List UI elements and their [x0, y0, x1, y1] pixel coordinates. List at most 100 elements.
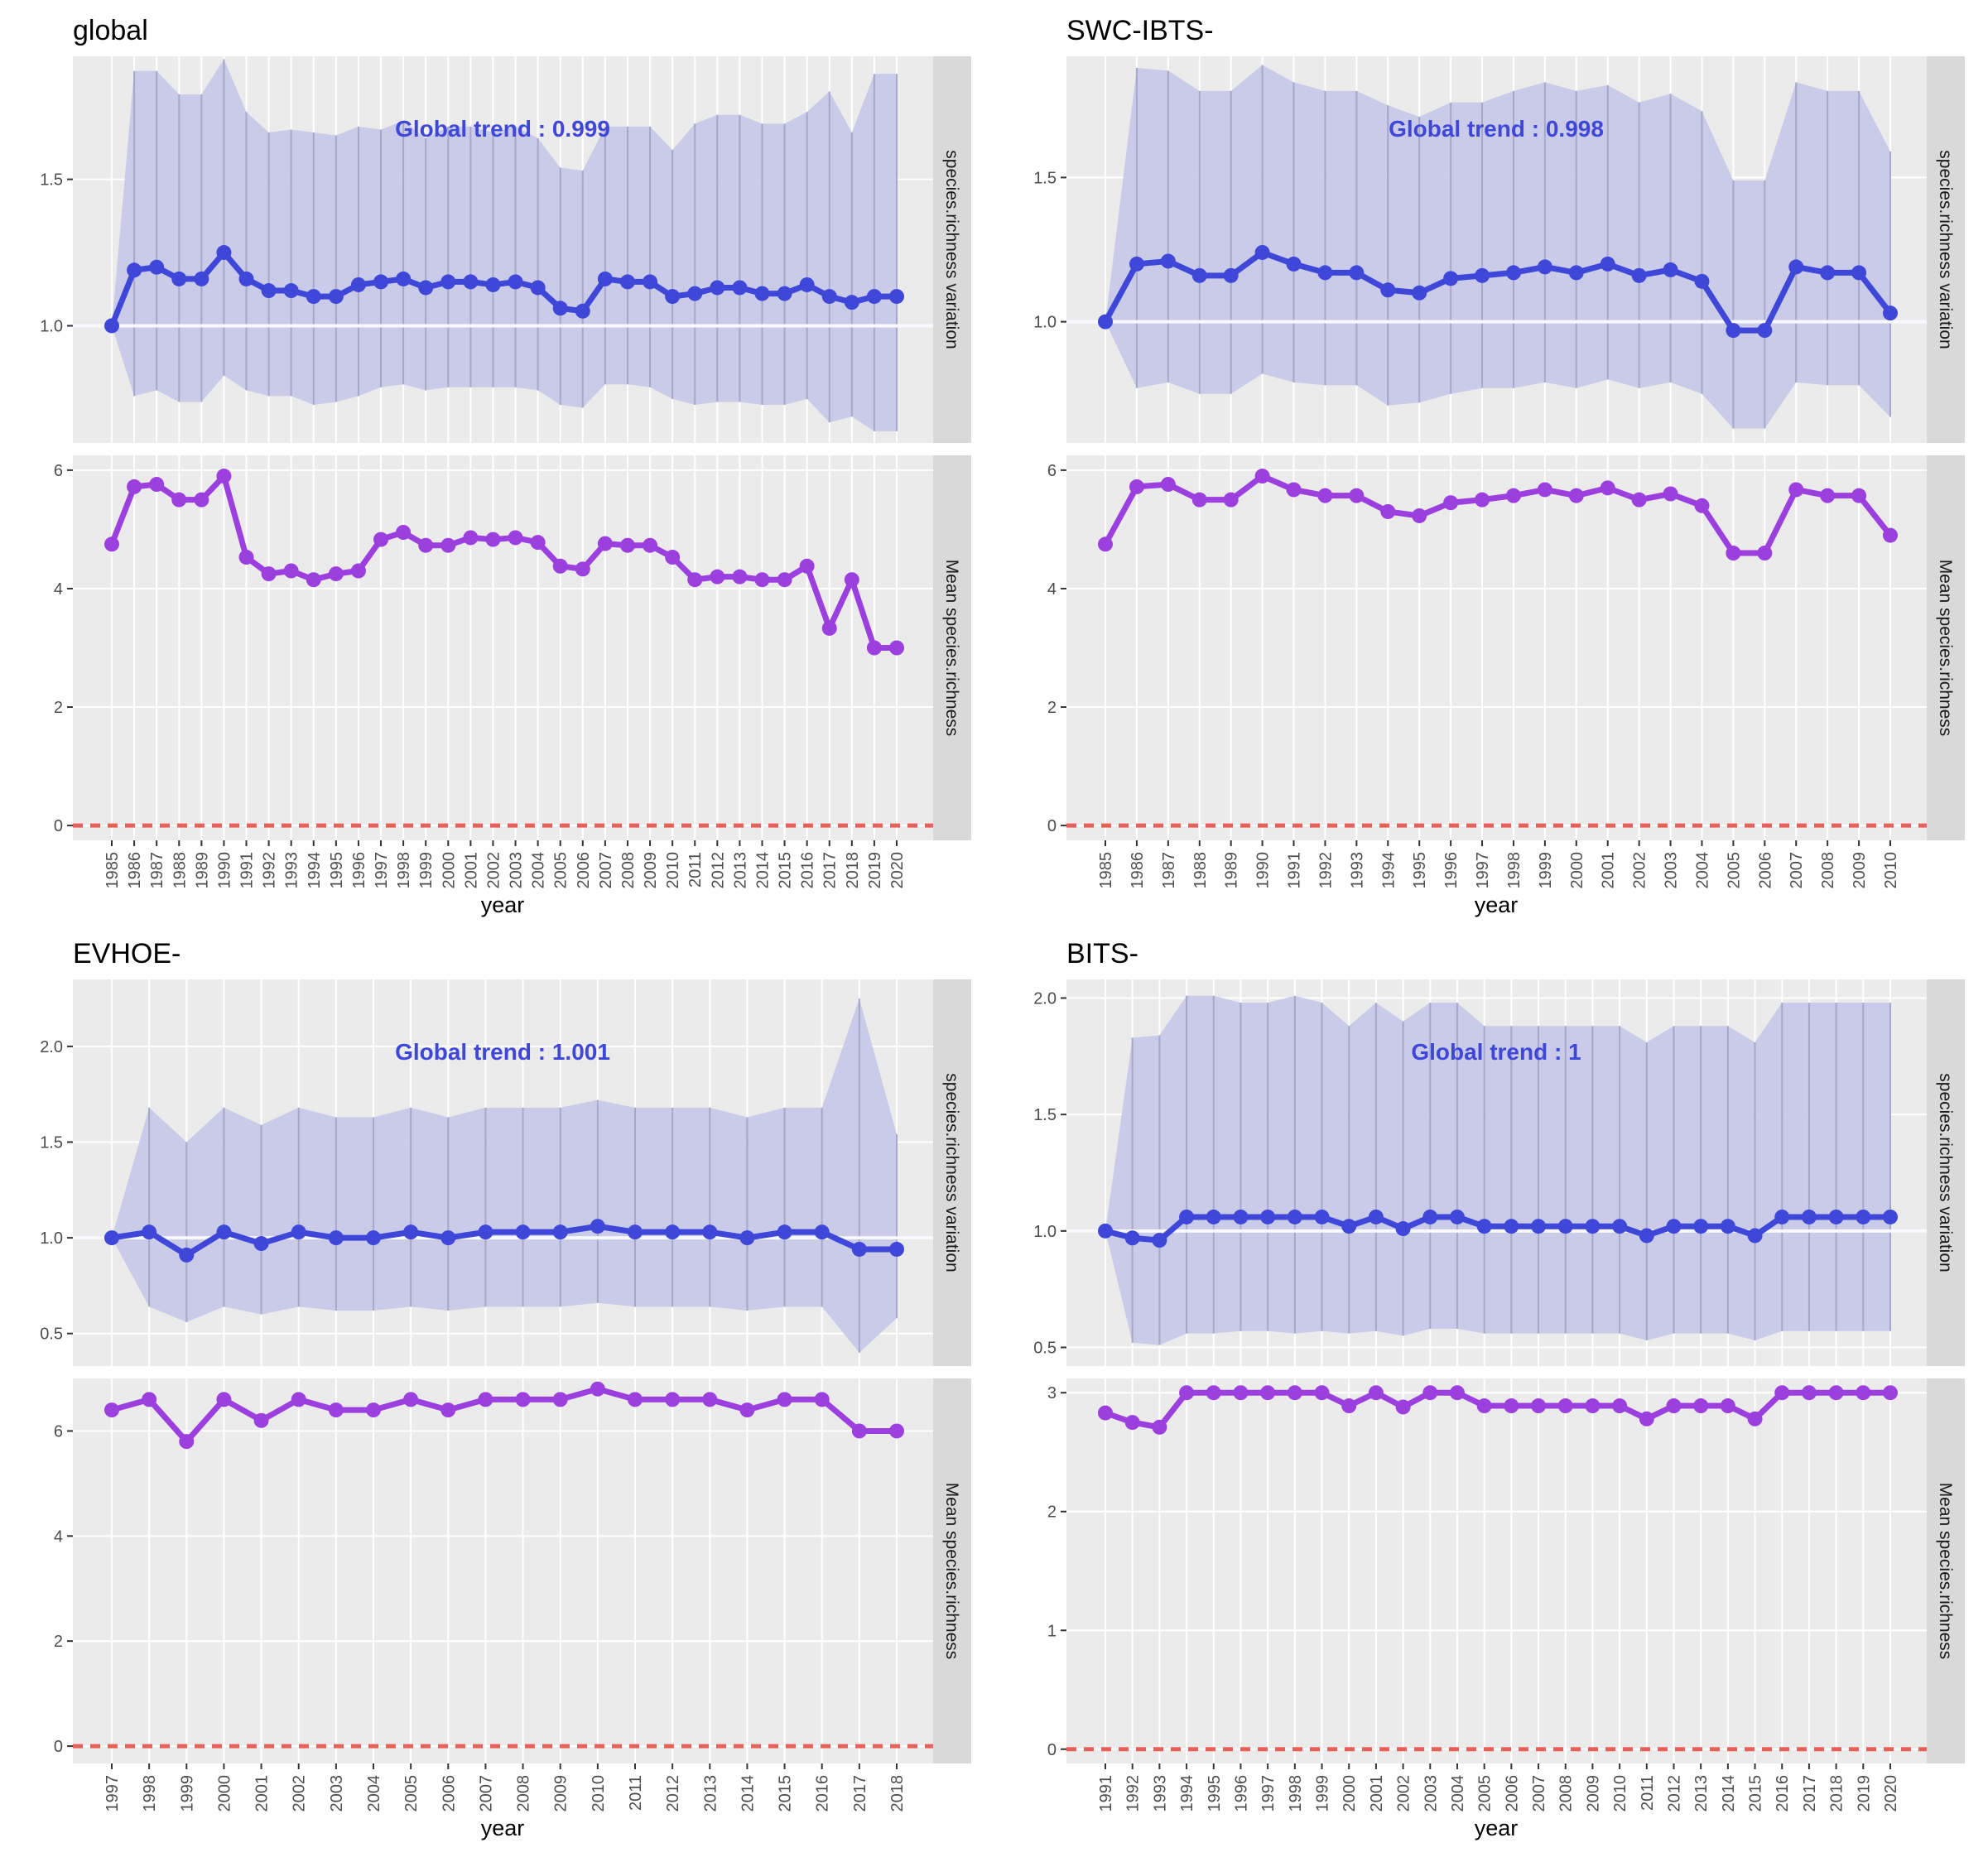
mean-data-point	[1666, 1398, 1682, 1414]
mean-data-point	[1600, 480, 1615, 496]
x-tick-label: 1988	[171, 852, 189, 889]
variation-data-point	[1254, 244, 1270, 260]
x-tick-label: 2020	[1882, 1775, 1900, 1812]
facet-strip	[1927, 56, 1965, 443]
variation-data-point	[702, 1224, 718, 1240]
variation-data-point	[1537, 259, 1552, 275]
x-tick-label: 1997	[103, 1775, 122, 1812]
variation-data-point	[1380, 282, 1396, 298]
mean-data-point	[851, 1423, 867, 1439]
mean-data-point	[216, 1392, 232, 1407]
mean-data-point	[575, 561, 590, 577]
variation-data-point	[1726, 323, 1741, 339]
x-tick-label: 1997	[373, 852, 391, 889]
x-tick-label: 2010	[1882, 852, 1900, 889]
variation-data-point	[463, 274, 479, 290]
chart-2: EVHOE- 0.5 1.0 1.5 2.0 Global trend : 1.001 sp…	[40, 938, 971, 1840]
x-tick-label: 1999	[1537, 852, 1555, 889]
x-tick-label: 2011	[686, 852, 705, 888]
x-tick-label: 2003	[1663, 852, 1681, 889]
mean-data-point	[306, 572, 321, 588]
variation-data-point	[1788, 259, 1804, 275]
facet-strip-label: species.richness variation	[942, 1073, 961, 1272]
mean-data-point	[478, 1392, 493, 1407]
x-tick-label: 2007	[1788, 852, 1806, 889]
mean-data-point	[1129, 479, 1144, 494]
variation-data-point	[1314, 1209, 1330, 1224]
mean-data-point	[328, 566, 344, 582]
mean-data-point	[1098, 1405, 1113, 1421]
x-tick-label: 1998	[141, 1775, 159, 1812]
mean-data-point	[1152, 1419, 1167, 1435]
y-tick-label: 2.0	[1033, 990, 1057, 1008]
variation-data-point	[1422, 1209, 1438, 1224]
mean-data-point	[739, 1402, 755, 1418]
x-axis-title: year	[481, 892, 525, 917]
facet-strip	[933, 1378, 971, 1763]
mean-data-point	[1720, 1398, 1735, 1414]
variation-data-point	[1286, 256, 1302, 272]
variation-data-point	[1757, 323, 1773, 339]
x-tick-label: 1997	[1474, 852, 1492, 889]
x-tick-label: 1998	[1287, 1775, 1305, 1812]
mean-data-point	[1531, 1398, 1547, 1414]
mean-data-point	[777, 572, 792, 588]
x-tick-label: 2007	[1530, 1775, 1548, 1812]
variation-data-point	[1179, 1209, 1195, 1224]
mean-data-point	[1476, 1398, 1492, 1414]
mean-data-point	[687, 572, 703, 588]
mean-data-point	[597, 536, 613, 551]
variation-data-point	[1349, 265, 1365, 281]
mean-data-point	[1206, 1385, 1221, 1401]
mean-data-point	[1504, 1398, 1519, 1414]
x-axis-title: year	[481, 1816, 525, 1840]
variation-data-point	[1694, 273, 1710, 289]
mean-data-point	[1449, 1385, 1465, 1401]
variation-data-point	[710, 280, 725, 296]
x-tick-label: 1986	[126, 852, 144, 889]
mean-data-point	[1422, 1385, 1438, 1401]
x-tick-label: 2019	[866, 852, 884, 889]
confidence-ribbon	[1105, 995, 1890, 1345]
x-tick-label: 2011	[627, 1775, 645, 1811]
facet-strip-label: species.richness variation	[1936, 150, 1955, 349]
variation-data-point	[508, 274, 523, 290]
x-tick-label: 2016	[1774, 1775, 1792, 1812]
x-tick-label: 1998	[395, 852, 413, 889]
variation-data-point	[1851, 265, 1867, 281]
mean-data-point	[1828, 1385, 1844, 1401]
variation-data-point	[866, 289, 882, 305]
global-trend-label: Global trend : 1	[1411, 1039, 1581, 1065]
variation-data-point	[440, 1230, 456, 1246]
mean-data-point	[866, 640, 882, 656]
variation-data-point	[238, 271, 254, 286]
x-tick-label: 1994	[306, 852, 324, 889]
mean-data-point	[1395, 1399, 1411, 1415]
mean-series-line	[111, 1386, 897, 1445]
mean-data-point	[238, 550, 254, 565]
x-tick-label: 2018	[1828, 1775, 1846, 1812]
variation-data-point	[777, 286, 792, 301]
mean-data-point	[552, 1392, 568, 1407]
variation-data-point	[1449, 1209, 1465, 1224]
mean-panel-background	[73, 455, 933, 840]
variation-data-point	[1191, 267, 1207, 283]
x-tick-label: 2005	[552, 852, 570, 889]
variation-data-point	[1693, 1219, 1709, 1234]
variation-data-point	[283, 283, 299, 299]
x-tick-label: 1992	[1317, 852, 1335, 889]
y-tick-label: 1.0	[1033, 314, 1057, 332]
x-tick-label: 1994	[1178, 1775, 1196, 1812]
x-tick-label: 2000	[215, 1775, 233, 1812]
confidence-ribbon	[1105, 65, 1890, 429]
variation-data-point	[373, 274, 389, 290]
confidence-ribbon	[112, 59, 897, 431]
mean-data-point	[1233, 1385, 1249, 1401]
x-tick-label: 2001	[1600, 852, 1618, 889]
mean-data-point	[1757, 546, 1773, 561]
variation-data-point	[1412, 285, 1427, 301]
x-tick-label: 2004	[365, 1775, 383, 1812]
mean-data-point	[1774, 1385, 1790, 1401]
facet-strip	[1927, 455, 1965, 840]
